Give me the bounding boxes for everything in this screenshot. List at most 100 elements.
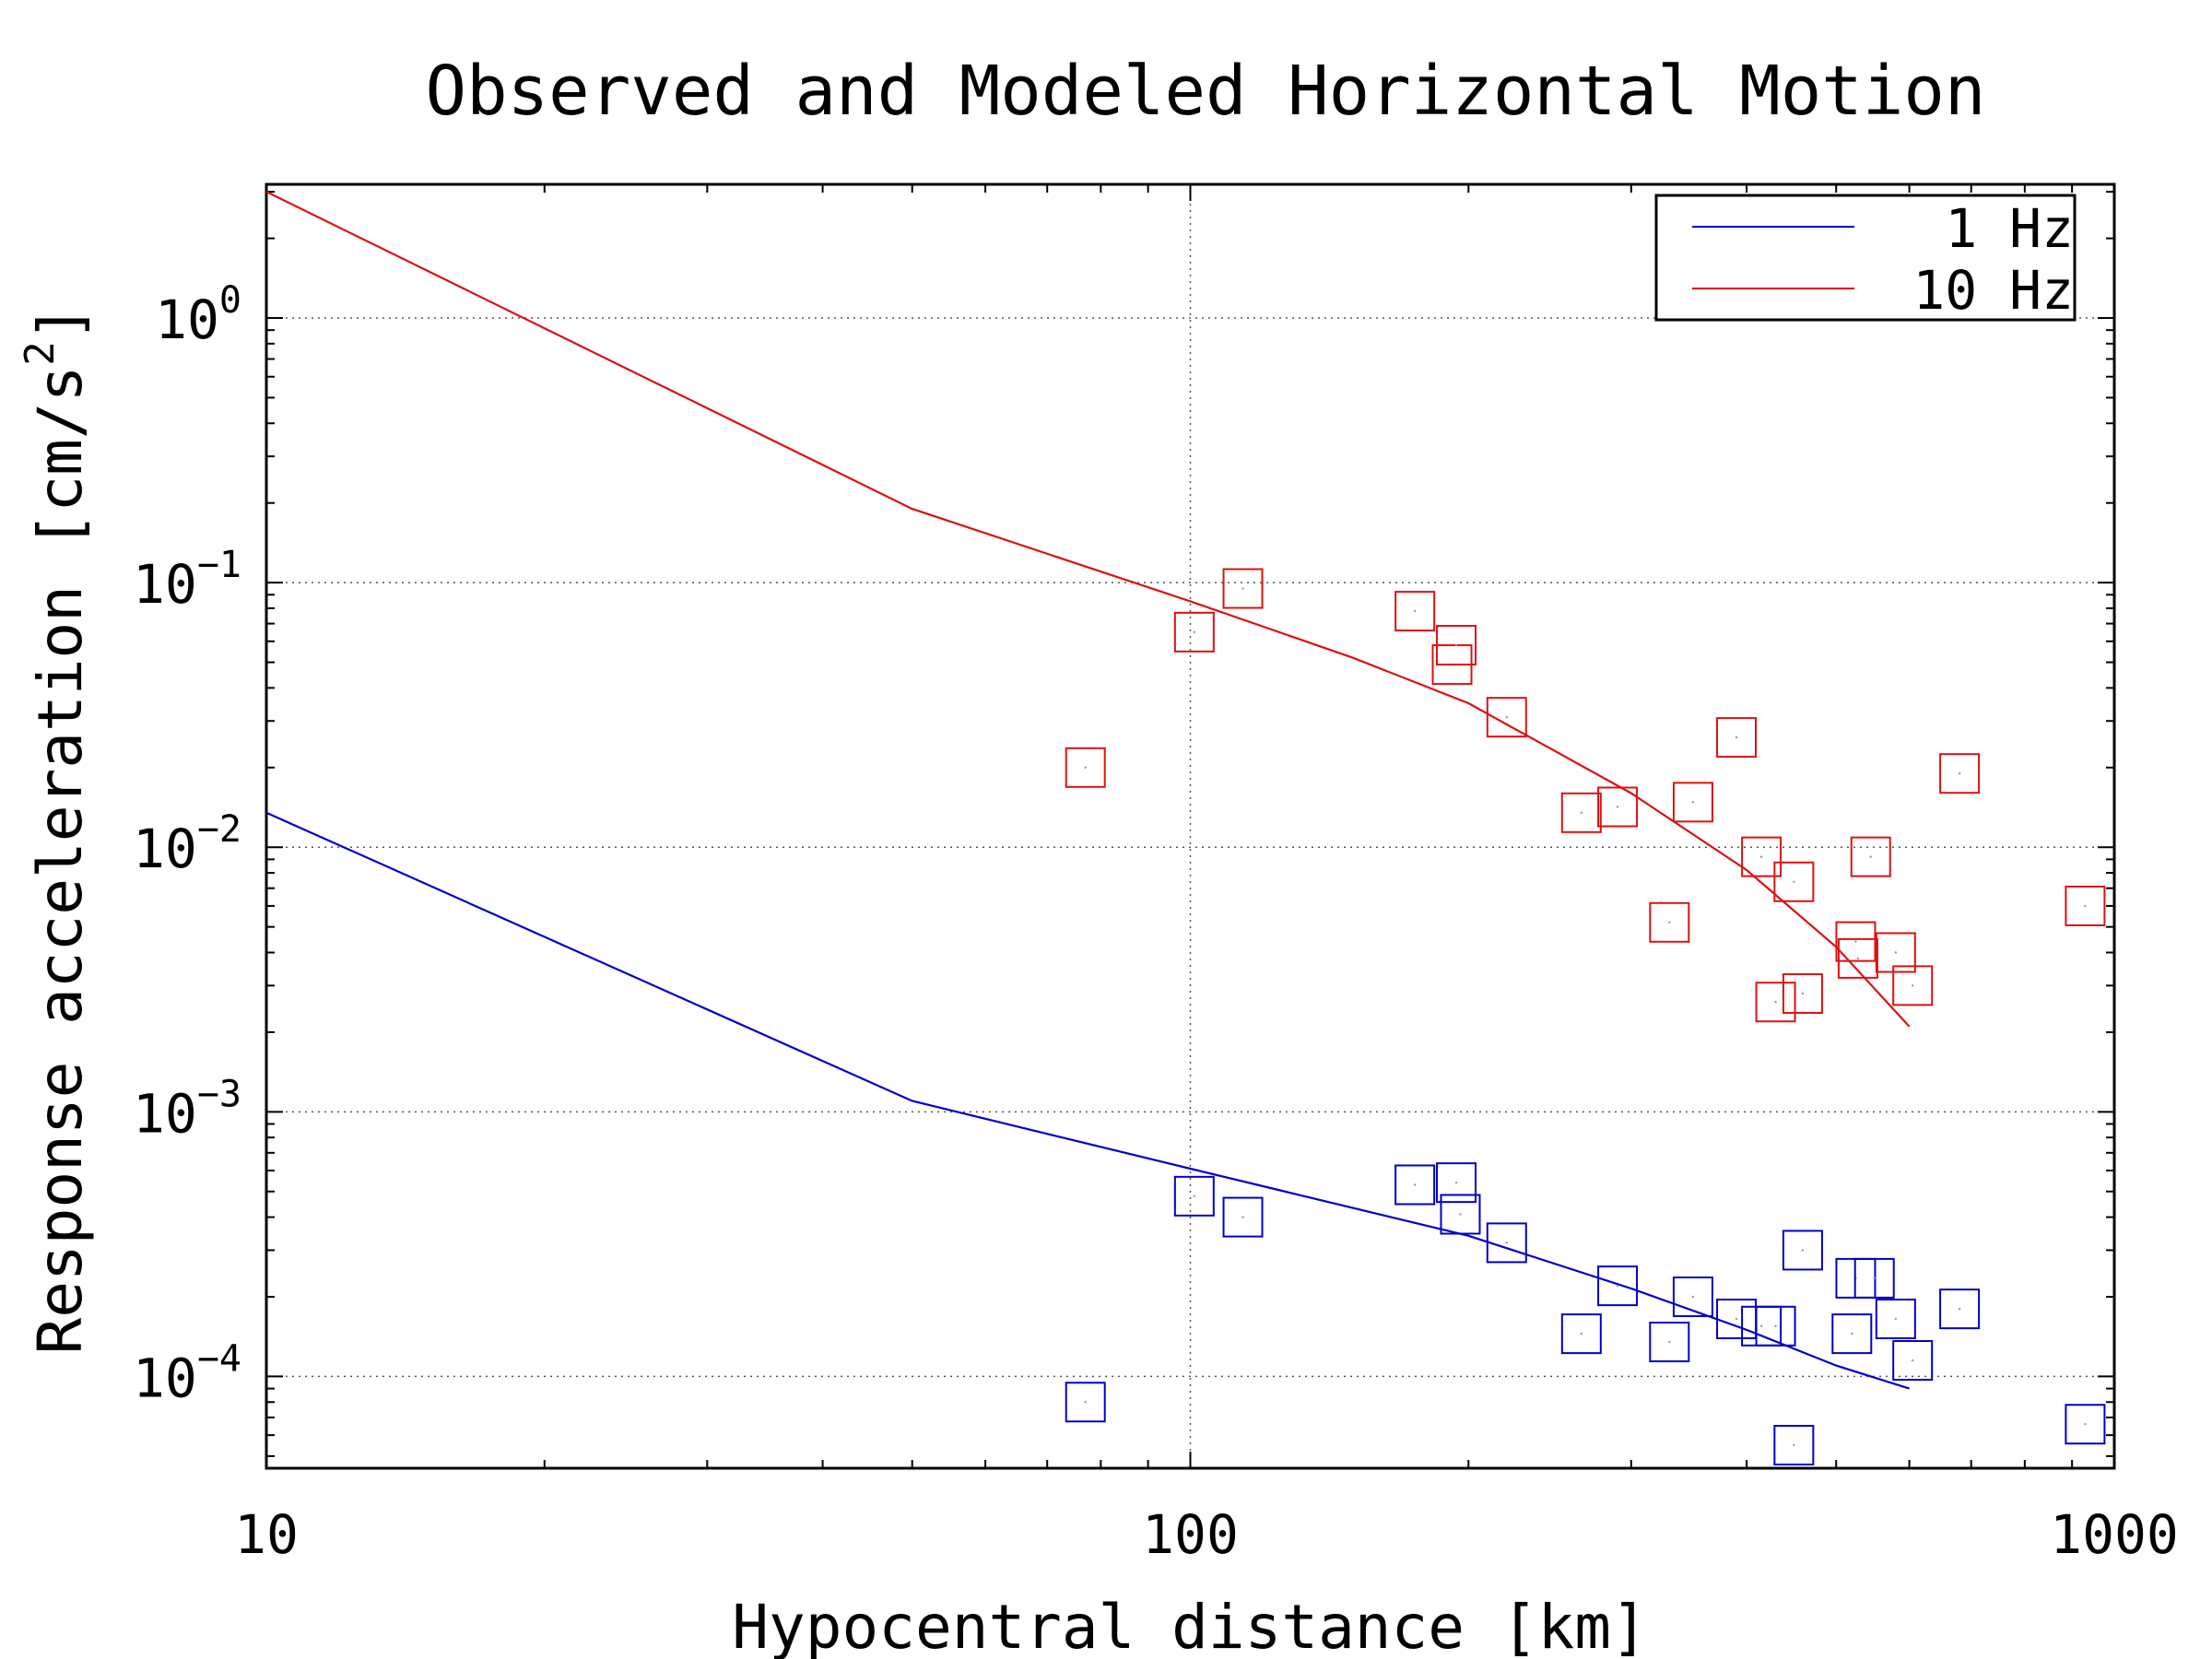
observed-point-center-10hz — [1958, 772, 1961, 775]
model-line-1hz — [265, 811, 1910, 1390]
y-tick-label: 10−3 — [133, 1073, 241, 1145]
observed-point-1hz — [1892, 1340, 1934, 1382]
observed-point-10hz — [1773, 861, 1815, 902]
chart-title: Observed and Modeled Horizontal Motion — [426, 52, 1986, 131]
observed-point-10hz — [1939, 753, 1981, 794]
observed-point-1hz — [1672, 1277, 1713, 1318]
observed-point-center-10hz — [1616, 806, 1619, 808]
y-tick-label: 10−4 — [133, 1337, 241, 1409]
observed-point-center-10hz — [1691, 801, 1695, 804]
observed-point-center-10hz — [1912, 984, 1914, 987]
observed-point-center-1hz — [1851, 1332, 1853, 1335]
observed-point-10hz — [1173, 611, 1215, 653]
x-tick-label: 10 — [234, 1503, 299, 1566]
observed-point-center-1hz — [1084, 1401, 1087, 1404]
observed-point-center-1hz — [1873, 1277, 1876, 1280]
observed-point-1hz — [1773, 1424, 1815, 1465]
legend-label-10hz: 10 Hz — [1912, 259, 2074, 322]
y-tick-labels: 100 10−1 10−2 10−3 10−4 — [133, 279, 241, 1409]
observed-point-center-10hz — [1869, 855, 1872, 858]
observed-point-10hz — [1741, 836, 1783, 877]
grid-lines — [266, 184, 2114, 1468]
legend: 1 Hz 10 Hz — [1654, 194, 2077, 322]
observed-point-10hz — [1222, 568, 1264, 609]
observed-point-1hz — [1875, 1298, 1916, 1339]
observed-point-center-10hz — [1193, 630, 1196, 634]
observed-point-center-10hz — [1759, 855, 1763, 858]
observed-point-center-10hz — [1668, 921, 1671, 924]
observed-point-1hz — [1065, 1382, 1106, 1423]
observed-point-center-1hz — [2084, 1423, 2087, 1426]
observed-point-10hz — [1672, 782, 1713, 823]
observed-point-1hz — [1394, 1164, 1436, 1206]
observed-point-1hz — [1436, 1162, 1477, 1204]
observed-point-center-10hz — [1894, 951, 1898, 954]
observed-point-center-10hz — [1084, 766, 1087, 770]
observed-point-center-10hz — [1241, 587, 1244, 590]
observed-point-center-1hz — [1912, 1359, 1914, 1362]
observed-point-center-1hz — [1459, 1213, 1462, 1216]
x-tick-label: 1000 — [2050, 1503, 2179, 1566]
observed-point-center-1hz — [1413, 1183, 1417, 1186]
observed-point-center-10hz — [1793, 880, 1795, 883]
observed-point-center-1hz — [1616, 1284, 1619, 1288]
y-tick-label: 100 — [155, 279, 241, 351]
observed-point-1hz — [1173, 1175, 1215, 1217]
observed-point-10hz — [2065, 885, 2106, 926]
model-line-10hz — [265, 191, 1911, 1028]
legend-label-1hz: 1 Hz — [1945, 197, 2074, 260]
observed-point-center-1hz — [1801, 1249, 1805, 1252]
observed-point-10hz — [1597, 786, 1639, 828]
observed-point-center-1hz — [1241, 1216, 1244, 1218]
observed-point-1hz — [1486, 1222, 1527, 1264]
observed-point-center-1hz — [1894, 1317, 1898, 1321]
observed-point-10hz — [1649, 901, 1690, 943]
y-tick-label: 10−2 — [133, 808, 241, 880]
observed-point-10hz — [1716, 717, 1758, 759]
observed-point-center-1hz — [1735, 1317, 1738, 1321]
observed-point-1hz — [1222, 1196, 1264, 1238]
x-axis-label: Hypocentral distance [km] — [732, 1592, 1647, 1659]
observed-point-center-10hz — [1735, 735, 1738, 739]
observed-point-center-1hz — [1193, 1194, 1196, 1198]
observed-point-1hz — [1597, 1265, 1639, 1307]
observed-point-10hz — [1755, 982, 1796, 1023]
observed-point-center-1hz — [1580, 1332, 1583, 1335]
y-tick-label: 10−1 — [133, 544, 241, 616]
x-tick-label: 100 — [1142, 1503, 1239, 1566]
observed-point-10hz — [1835, 921, 1877, 962]
observed-point-1hz — [1440, 1194, 1481, 1235]
y-axis-label: Response acceleration [cm/s2] — [17, 304, 96, 1354]
observed-point-center-1hz — [1668, 1340, 1671, 1344]
observed-point-center-10hz — [1774, 1000, 1777, 1004]
axis-ticks — [265, 184, 2115, 1468]
observed-point-1hz — [1939, 1288, 1981, 1330]
observed-point-1hz — [1649, 1322, 1690, 1363]
observed-point-1hz — [1560, 1313, 1602, 1355]
observed-point-center-1hz — [1759, 1324, 1763, 1327]
observed-point-center-1hz — [1454, 1181, 1458, 1184]
observed-point-center-10hz — [1505, 715, 1508, 719]
observed-point-center-10hz — [2084, 904, 2087, 908]
observed-point-center-10hz — [1454, 643, 1458, 647]
observed-point-1hz — [1755, 1305, 1796, 1347]
observed-point-10hz — [1560, 792, 1602, 833]
observed-point-center-1hz — [1793, 1443, 1795, 1447]
observed-point-center-10hz — [1580, 811, 1583, 815]
series-layer — [265, 191, 2106, 1465]
observed-point-10hz — [1065, 747, 1106, 788]
observed-point-10hz — [1394, 591, 1436, 632]
observed-point-1hz — [1831, 1313, 1873, 1355]
observed-point-10hz — [1782, 972, 1823, 1014]
observed-point-center-10hz — [1413, 609, 1417, 613]
observed-point-center-1hz — [1691, 1295, 1695, 1299]
observed-point-center-1hz — [1505, 1241, 1508, 1244]
observed-point-10hz — [1875, 932, 1916, 973]
x-tick-labels: 10 100 1000 — [234, 1503, 2179, 1566]
observed-point-10hz — [1436, 625, 1477, 666]
observed-point-center-1hz — [1958, 1307, 1961, 1311]
observed-point-10hz — [1486, 697, 1527, 738]
observed-point-10hz — [1837, 937, 1878, 979]
legend-box — [1654, 194, 2077, 322]
